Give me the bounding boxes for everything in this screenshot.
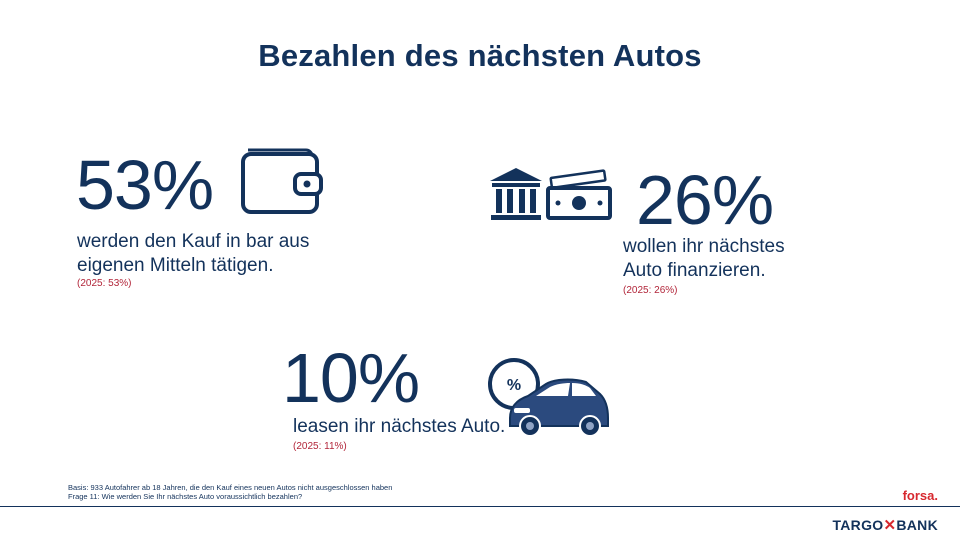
percent-label: % xyxy=(507,377,521,394)
forsa-logo: forsa. xyxy=(902,488,938,503)
stat-finance-previous: (2025: 26%) xyxy=(623,285,678,296)
targobank-logo: TARGO✕BANK xyxy=(832,516,938,534)
stat-cash-text-1: werden den Kauf in bar aus xyxy=(77,231,310,252)
car-percent-icon: % xyxy=(488,358,609,437)
footnote-question: Frage 11: Wie werden Sie Ihr nächstes Au… xyxy=(68,492,303,501)
stat-finance-text-2: Auto finanzieren. xyxy=(623,260,766,281)
stat-cash-value: 53% xyxy=(76,146,214,224)
wallet-icon xyxy=(241,148,323,214)
stat-leasing-text: leasen ihr nächstes Auto. xyxy=(293,416,506,437)
stat-leasing-value: 10% xyxy=(282,339,420,417)
footer-divider xyxy=(0,506,960,507)
bank-money-icon xyxy=(490,168,612,220)
page-title: Bezahlen des nächsten Autos xyxy=(258,38,702,73)
stat-cash-previous: (2025: 53%) xyxy=(77,278,132,289)
targobank-logo-right: BANK xyxy=(896,517,938,533)
stat-cash-text-2: eigenen Mitteln tätigen. xyxy=(77,255,274,276)
targobank-logo-left: TARGO xyxy=(832,517,884,533)
stat-finance-value: 26% xyxy=(636,161,774,239)
targobank-logo-x: ✕ xyxy=(883,517,897,534)
footnote-basis: Basis: 933 Autofahrer ab 18 Jahren, die … xyxy=(68,483,393,492)
stat-finance-text-1: wollen ihr nächstes xyxy=(623,236,785,257)
stat-leasing-previous: (2025: 11%) xyxy=(293,441,347,452)
